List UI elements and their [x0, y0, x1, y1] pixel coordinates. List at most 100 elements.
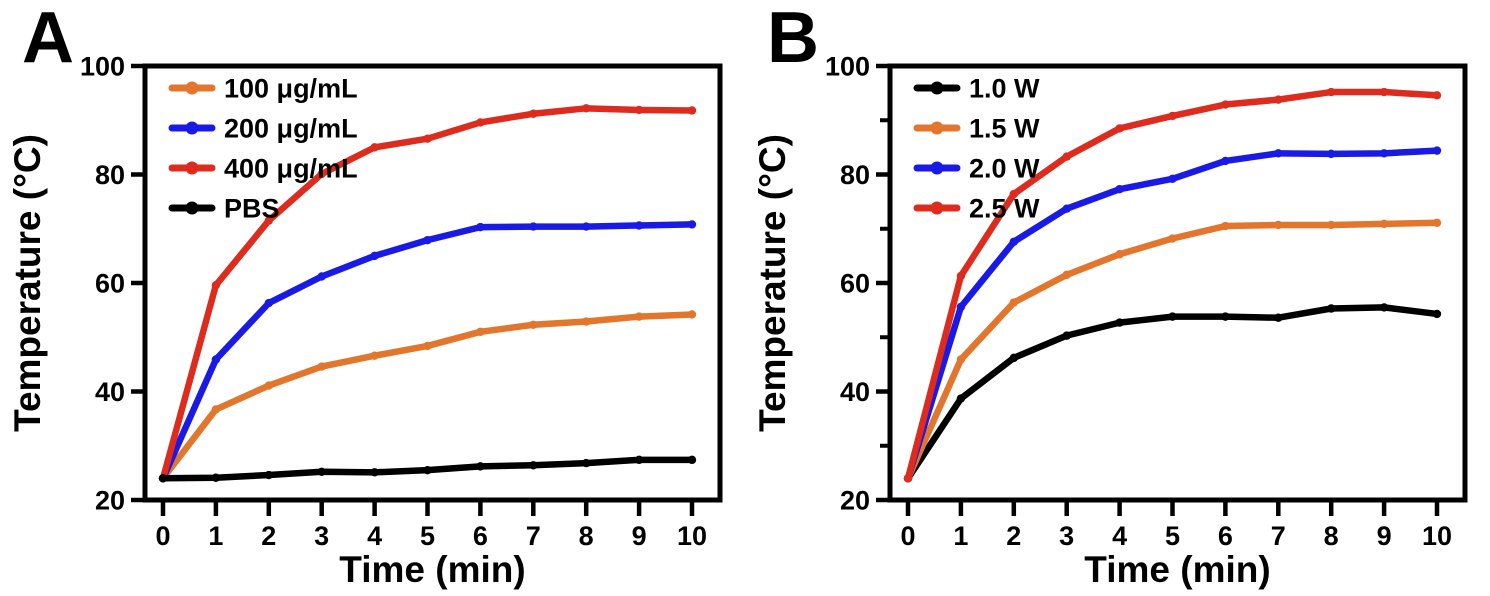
series-marker-2: [264, 216, 273, 225]
legend-label: 100 μg/mL: [224, 74, 358, 104]
series-marker-3: [1274, 95, 1283, 104]
x-axis-tick-label: 7: [1271, 521, 1286, 551]
x-axis-tick-label: 4: [367, 521, 382, 551]
legend-marker-dot: [930, 161, 944, 175]
series-marker-1: [423, 235, 432, 245]
x-axis-tick-label: 2: [1006, 521, 1021, 551]
series-marker-1: [687, 220, 697, 229]
chart-b-temperature-vs-time-power: 20 40 60 80 100 0 1 2 3 4 5 6 7 8 9 10 Time (min) Tempera…: [752, 52, 1468, 590]
series-marker-3: [423, 465, 432, 475]
legend-label: 200 μg/mL: [224, 114, 358, 144]
series-marker-2: [582, 104, 591, 113]
series-marker-3: [1432, 91, 1442, 100]
legend-marker-dot: [930, 201, 944, 215]
x-axis-tick-label: 2: [261, 521, 276, 551]
series-marker-3: [1221, 100, 1230, 109]
series-marker-1: [1327, 220, 1336, 230]
series-marker-0: [317, 362, 326, 371]
legend-label: 1.5 W: [969, 114, 1040, 144]
x-axis-tick-label: 9: [632, 521, 647, 551]
series-marker-1: [1432, 218, 1442, 227]
y-axis-tick-label: 60: [95, 269, 125, 299]
series-marker-0: [634, 312, 644, 321]
x-axis-tick-label: 5: [1165, 521, 1180, 551]
series-marker-3: [634, 455, 644, 465]
series-marker-1: [956, 355, 966, 364]
series-marker-2: [687, 106, 697, 115]
y-axis-tick-label: 100: [825, 52, 870, 82]
series-marker-2: [370, 143, 379, 152]
y-axis-tick-label: 80: [840, 160, 870, 190]
x-axis-tick-label: 0: [900, 521, 915, 551]
series-marker-3: [1379, 87, 1389, 97]
series-marker-0: [476, 327, 485, 337]
x-axis-tick-label: 10: [677, 521, 707, 551]
series-line-1: [904, 219, 1441, 482]
series-marker-2: [476, 118, 485, 127]
series-marker-2: [634, 105, 644, 115]
series-marker-3: [1327, 87, 1336, 97]
legend-label: 1.0 W: [969, 74, 1040, 104]
y-axis-tick-label: 40: [95, 377, 125, 407]
series-marker-1: [634, 221, 644, 230]
x-axis-tick-label: 4: [1112, 521, 1127, 551]
legend-marker-dot: [930, 121, 944, 135]
series-marker-0: [1432, 309, 1442, 319]
series-marker-0: [1009, 353, 1018, 363]
series-marker-1: [1168, 234, 1177, 243]
series-marker-2: [423, 134, 432, 143]
series-marker-3: [1062, 152, 1071, 161]
series-marker-0: [1379, 303, 1389, 312]
series-marker-1: [264, 298, 273, 308]
y-axis-tick-label: 80: [95, 160, 125, 190]
legend-item-3: PBS: [168, 194, 280, 224]
series-marker-2: [317, 169, 326, 179]
series-marker-3: [956, 271, 966, 281]
legend-marker-dot: [185, 121, 199, 135]
x-axis-tick-label: 1: [953, 521, 968, 551]
legend-label: 400 μg/mL: [224, 154, 358, 184]
series-line-3: [904, 88, 1441, 482]
series-marker-1: [529, 222, 538, 231]
y-axis-tick-label: 20: [840, 486, 870, 516]
chart-a-temperature-vs-time-concentration: 20 40 60 80 100 0 1 2 3 4 5 6 7 8 9 10 Time (min) Tempera…: [7, 52, 723, 590]
series-marker-3: [582, 458, 591, 468]
y-axis-title: Temperature (°C): [7, 134, 48, 432]
series-marker-3: [1115, 124, 1124, 133]
legend-marker-dot: [185, 201, 199, 215]
x-axis-tick-label: 8: [579, 521, 594, 551]
series-marker-3: [1168, 111, 1177, 121]
x-axis-tick-label: 7: [526, 521, 541, 551]
series-marker-3: [529, 461, 538, 470]
panel-a-letter: A: [22, 0, 74, 78]
series-marker-2: [1168, 174, 1177, 184]
series-marker-2: [956, 302, 966, 312]
series-marker-2: [1009, 237, 1018, 246]
x-axis-tick-label: 6: [1218, 521, 1233, 551]
legend-item-2: 400 μg/mL: [168, 154, 358, 184]
y-axis-tick-label: 40: [840, 377, 870, 407]
legend-item-3: 2.5 W: [913, 194, 1040, 224]
legend-item-1: 200 μg/mL: [168, 114, 358, 144]
series-marker-1: [317, 272, 326, 281]
series-marker-0: [1168, 312, 1177, 321]
series-marker-3: [264, 470, 273, 480]
y-axis-tick-label: 20: [95, 486, 125, 516]
legend-marker-dot: [930, 81, 944, 95]
series-marker-1: [1379, 219, 1389, 229]
plot-frame: [142, 63, 723, 503]
series-marker-3: [1009, 189, 1018, 199]
series-marker-2: [529, 109, 538, 118]
series-marker-0: [370, 351, 379, 360]
series-marker-0: [1221, 312, 1230, 321]
series-marker-0: [264, 381, 273, 390]
series-marker-0: [1327, 304, 1336, 313]
x-axis-tick-label: 0: [155, 521, 170, 551]
series-line-0: [159, 311, 696, 482]
series-marker-2: [1221, 156, 1230, 166]
series-marker-3: [317, 467, 326, 476]
series-marker-1: [1274, 220, 1283, 230]
x-axis-tick-label: 9: [1377, 521, 1392, 551]
series-marker-1: [1221, 221, 1230, 231]
